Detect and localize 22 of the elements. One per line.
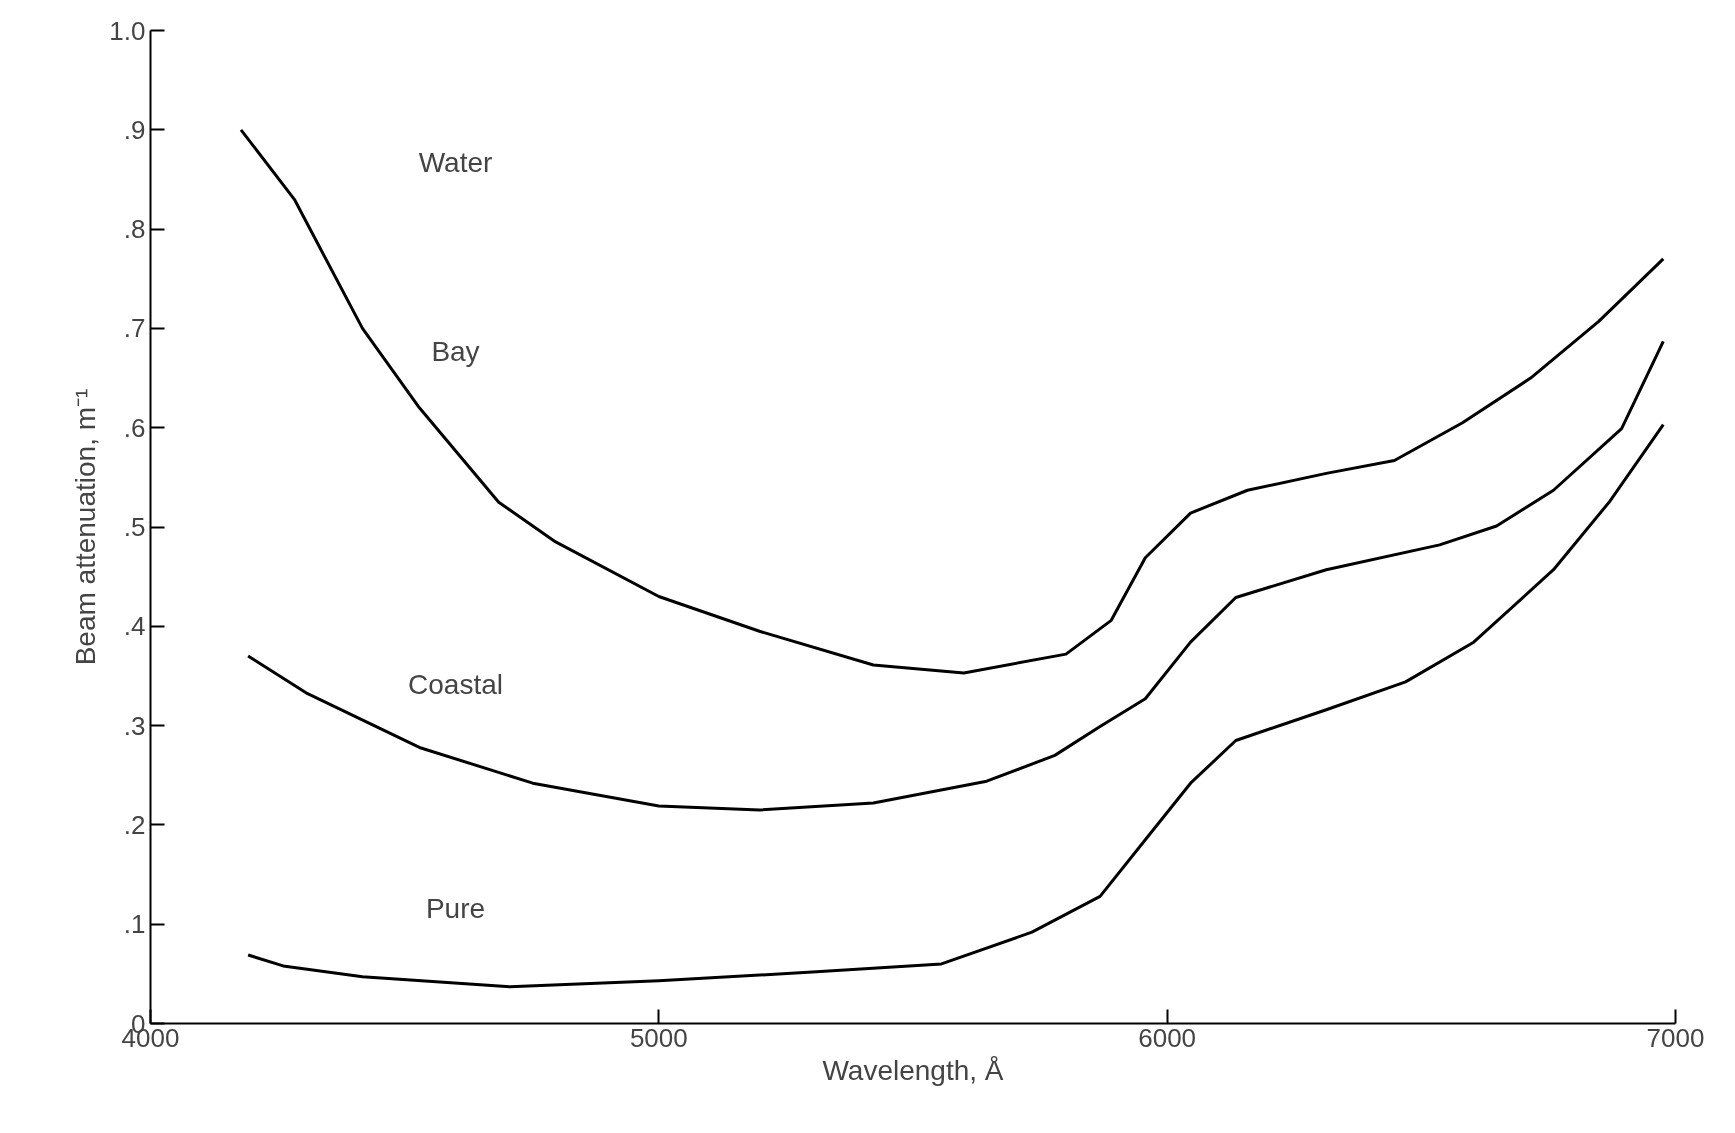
y-tick-label: .4 bbox=[123, 611, 146, 642]
x-tick-label: 6000 bbox=[1138, 1022, 1197, 1053]
series-label: Bay bbox=[431, 335, 480, 367]
y-tick-label: .5 bbox=[123, 512, 146, 542]
y-tick-label: .2 bbox=[123, 809, 146, 840]
text: Pure bbox=[425, 893, 486, 925]
y-tick-label: .6 bbox=[123, 412, 146, 443]
y-tick-label: .3 bbox=[123, 710, 146, 741]
line-series bbox=[246, 339, 1665, 812]
y-tick-label: .1 bbox=[123, 909, 146, 940]
x-tick-label: 5000 bbox=[629, 1022, 688, 1053]
line-series bbox=[246, 423, 1665, 989]
y-axis-title: Beam attenuation, m⁻¹ bbox=[70, 388, 102, 666]
x-axis-title: Wavelength, Å bbox=[822, 1054, 1004, 1086]
series-label: Coastal bbox=[408, 668, 503, 700]
y-tick-label: .8 bbox=[123, 214, 146, 245]
line-series bbox=[239, 128, 1665, 675]
x-tick-label: 7000 bbox=[1646, 1022, 1705, 1053]
annotation: Water bbox=[418, 147, 493, 179]
y-tick-label: .9 bbox=[123, 114, 146, 145]
y-tick-label: .7 bbox=[123, 313, 146, 344]
y-tick-label: 1.0 bbox=[109, 15, 146, 46]
